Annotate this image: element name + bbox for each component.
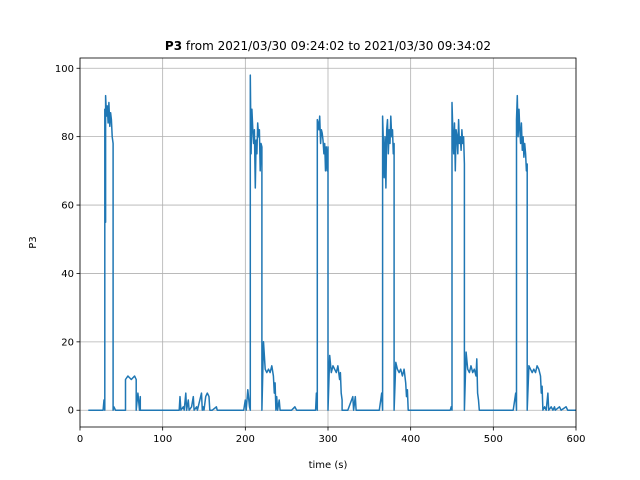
x-tick-label: 300 [318, 434, 337, 445]
y-tick-label: 40 [61, 269, 74, 280]
x-tick-label: 500 [484, 434, 503, 445]
y-tick-label: 20 [61, 337, 74, 348]
x-axis-label: time (s) [309, 460, 348, 471]
chart-title: P3 from 2021/03/30 09:24:02 to 2021/03/3… [165, 39, 491, 53]
series-layer [88, 74, 576, 411]
y-tick-label: 0 [68, 406, 74, 417]
y-tick-label: 80 [61, 132, 74, 143]
ticks: 0 100 200 300 400 500 600 0 20 40 60 80 100 [55, 64, 586, 445]
x-tick-label: 400 [401, 434, 420, 445]
chart-title-rest: from 2021/03/30 09:24:02 to 2021/03/30 0… [182, 39, 491, 53]
series-line-0 [88, 74, 576, 411]
x-tick-label: 600 [566, 434, 585, 445]
x-tick-label: 100 [153, 434, 172, 445]
x-tick-label: 0 [77, 434, 83, 445]
y-tick-label: 100 [55, 64, 74, 75]
y-axis-label: P3 [28, 236, 39, 248]
x-tick-label: 200 [236, 434, 255, 445]
y-tick-label: 60 [61, 201, 74, 212]
chart-title-bold: P3 [165, 39, 182, 53]
